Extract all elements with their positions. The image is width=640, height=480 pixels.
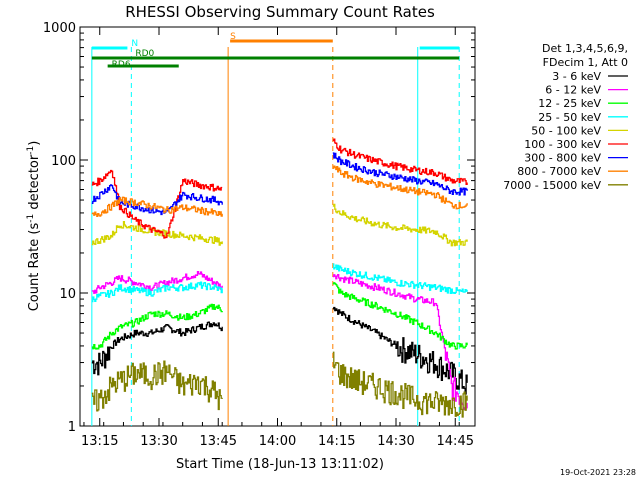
y-axis-label-exp1: -1	[26, 214, 36, 223]
series-1-segment-1	[332, 274, 468, 411]
y-axis-label-mid: detector	[27, 154, 42, 214]
series-2-segment-0	[91, 303, 223, 350]
legend-label-4: 50 - 100 keV	[531, 124, 601, 137]
series-0-segment-0	[91, 321, 223, 376]
y-tick-label-3: 1000	[43, 21, 76, 36]
series-6-segment-1	[332, 152, 468, 196]
legend-label-1: 6 - 12 keV	[545, 84, 601, 97]
y-axis-label-end: )	[27, 141, 42, 146]
legend-label-3: 25 - 50 keV	[538, 111, 601, 124]
series-6-segment-0	[91, 184, 223, 216]
flag-label-2: RD0	[135, 49, 154, 59]
y-axis-label-exp2: -1	[26, 146, 36, 155]
flag-label-3: RD6	[112, 60, 131, 70]
legend: Det 1,3,4,5,6,9, FDecim 1, Att 0 3 - 6 k…	[503, 42, 628, 192]
y-axis-label: Count Rate (s-1 detector-1)	[26, 141, 42, 312]
series-4-segment-0	[91, 221, 223, 246]
x-axis-label: Start Time (18-Jun-13 13:11:02)	[176, 457, 384, 472]
x-axis: 13:15 13:30 13:45 14:00 14:15 14:30 14:45	[81, 27, 474, 449]
series-3-segment-0	[91, 281, 223, 303]
x-tick-label-6: 14:45	[437, 434, 474, 449]
plot-area	[79, 26, 476, 427]
series-2	[91, 282, 468, 350]
series-3	[91, 263, 468, 303]
series-layer	[91, 138, 468, 418]
chart-title: RHESSI Observing Summary Count Rates	[125, 3, 435, 21]
series-1	[91, 271, 468, 411]
series-4-segment-1	[332, 203, 468, 247]
series-2-segment-1	[332, 282, 468, 350]
series-8	[91, 351, 468, 418]
y-tick-label-2: 100	[51, 154, 76, 169]
x-tick-label-2: 13:45	[200, 434, 237, 449]
legend-header-line-1: Det 1,3,4,5,6,9,	[542, 42, 628, 55]
series-0-segment-1	[332, 306, 468, 395]
series-6	[91, 152, 468, 216]
y-tick-label-0: 1	[68, 420, 76, 435]
series-3-segment-1	[332, 263, 468, 295]
timestamp: 19-Oct-2021 23:28	[560, 468, 636, 477]
series-5	[91, 138, 468, 239]
legend-label-6: 300 - 800 keV	[524, 152, 601, 165]
y-axis-label-main: Count Rate (s	[27, 223, 42, 312]
series-7	[91, 165, 468, 217]
x-tick-label-5: 14:30	[377, 434, 414, 449]
series-1-segment-0	[91, 271, 223, 294]
series-8-segment-0	[91, 360, 223, 412]
series-5-segment-1	[332, 138, 468, 185]
series-7-segment-0	[91, 196, 223, 217]
series-0	[91, 306, 468, 395]
flag-label-0: N	[131, 39, 138, 49]
legend-label-2: 12 - 25 keV	[538, 97, 601, 110]
x-tick-label-1: 13:30	[140, 434, 177, 449]
y-tick-label-1: 10	[59, 287, 76, 302]
series-7-segment-1	[332, 165, 468, 210]
plot-frame	[79, 26, 476, 427]
legend-label-0: 3 - 6 keV	[552, 70, 601, 83]
x-tick-label-4: 14:15	[318, 434, 355, 449]
legend-label-5: 100 - 300 keV	[524, 138, 601, 151]
x-tick-label-3: 14:00	[259, 434, 296, 449]
legend-header-line-2: FDecim 1, Att 0	[543, 56, 628, 69]
series-4	[91, 203, 468, 247]
legend-label-8: 7000 - 15000 keV	[503, 179, 601, 192]
flag-label-4: S	[230, 32, 236, 42]
series-5-segment-0	[91, 169, 223, 239]
series-8-segment-1	[332, 351, 468, 418]
legend-label-7: 800 - 7000 keV	[517, 165, 601, 178]
y-axis: 1 10 100 1000	[43, 21, 475, 435]
vertical-markers	[91, 47, 460, 426]
x-tick-label-0: 13:15	[81, 434, 118, 449]
